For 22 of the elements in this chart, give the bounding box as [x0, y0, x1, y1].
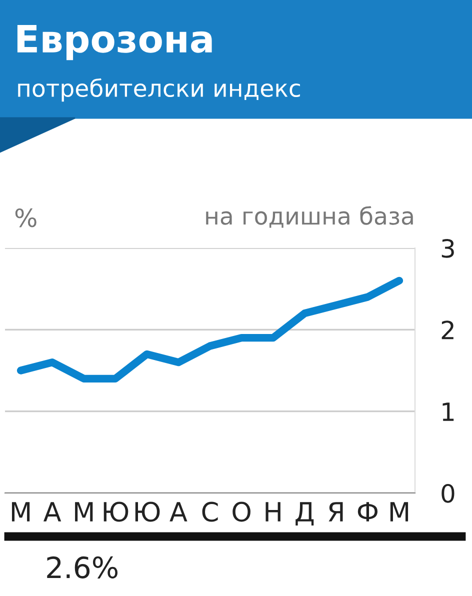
y-tick-label: 0: [442, 484, 454, 503]
x-tick-label: А: [170, 502, 188, 522]
text: 2.6%: [47, 556, 118, 578]
y-tick-label: 1: [442, 402, 454, 421]
x-tick-label: Ф: [358, 502, 378, 522]
y-axis-title: %: [15, 208, 36, 228]
x-tick-label: Ю: [135, 502, 160, 522]
x-tick-label: Я: [328, 502, 343, 522]
x-tick-label: Н: [266, 502, 280, 522]
chart-title: Еврозона: [17, 25, 212, 60]
x-tick-label: М: [75, 502, 93, 522]
x-tick-label: М: [390, 502, 408, 522]
x-tick-label: С: [202, 502, 218, 522]
chart-subtitle: потребителски индекс: [18, 78, 300, 102]
x-tick-label: О: [232, 502, 250, 522]
text: на годишна база: [206, 206, 413, 228]
x-tick-label: М: [12, 502, 30, 522]
x-tick-label: Ю: [104, 502, 128, 522]
y-tick-label: 3: [442, 238, 454, 258]
y-tick-label: 2: [442, 320, 454, 340]
x-tick-label: А: [43, 502, 62, 522]
x-tick-label: Д: [296, 502, 314, 526]
